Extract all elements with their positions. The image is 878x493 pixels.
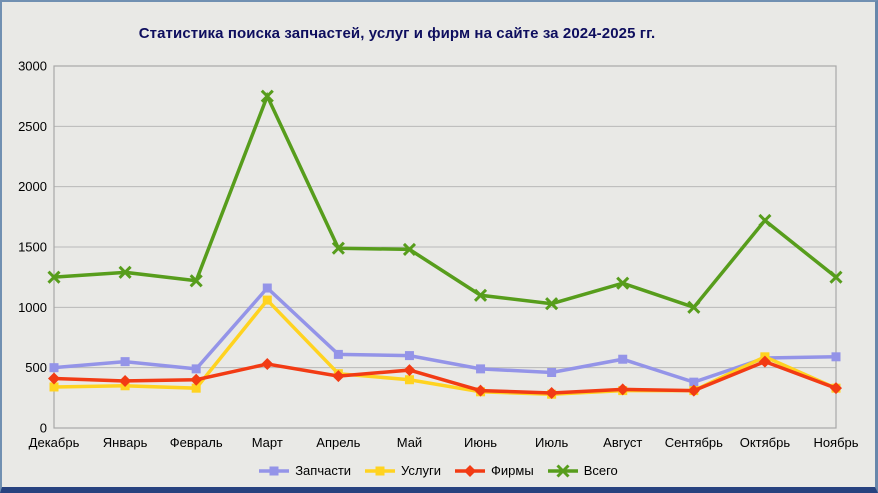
data-point-diamond	[616, 383, 629, 396]
legend-marker-icon	[455, 464, 486, 477]
data-point-x	[118, 265, 132, 279]
data-point-square	[262, 283, 272, 293]
y-axis-tick-label: 3000	[18, 59, 47, 74]
chart-legend: Запчасти Услуги Фирмы Всего	[2, 463, 874, 478]
x-axis-tick-label: Июнь	[464, 435, 497, 450]
data-point-square	[476, 364, 486, 374]
x-axis-tick-label: Май	[397, 435, 422, 450]
data-point-square	[191, 383, 201, 393]
data-point-square	[120, 357, 130, 367]
series-line-Фирмы	[53, 359, 837, 395]
data-point-square	[618, 354, 628, 364]
legend-label: Фирмы	[491, 463, 534, 478]
data-point-diamond	[119, 374, 132, 387]
data-point-diamond	[474, 384, 487, 397]
data-point-diamond	[403, 364, 416, 377]
y-axis-tick-label: 0	[40, 421, 47, 436]
legend-item-Запчасти: Запчасти	[258, 463, 351, 478]
chart-title: Статистика поиска запчастей, услуг и фир…	[138, 25, 656, 42]
legend-marker-icon	[259, 466, 290, 475]
data-point-x	[189, 274, 203, 288]
data-point-square	[689, 377, 699, 387]
data-point-x	[47, 270, 61, 284]
y-axis-tick-label: 2500	[18, 119, 47, 134]
data-point-x	[556, 463, 570, 478]
y-axis-tick-label: 2000	[18, 179, 47, 194]
legend-marker-icon	[365, 466, 396, 475]
data-point-square	[191, 364, 201, 374]
legend-item-Всего: Всего	[547, 463, 618, 478]
data-point-diamond	[190, 373, 203, 386]
data-point-x	[758, 213, 772, 228]
legend-item-Услуги: Услуги	[364, 463, 441, 478]
data-point-x	[545, 297, 559, 311]
legend-marker-icon	[547, 463, 578, 478]
x-axis-tick-label: Апрель	[316, 435, 360, 450]
data-point-diamond	[48, 372, 60, 385]
data-point-x	[331, 241, 345, 255]
y-axis-tick-label: 1500	[18, 240, 47, 255]
x-axis-tick-label: Февраль	[170, 435, 223, 450]
legend-label: Услуги	[401, 463, 442, 478]
data-point-x	[616, 276, 630, 290]
x-axis-tick-label: Ноябрь	[813, 435, 858, 450]
data-point-square	[404, 351, 414, 361]
y-axis-tick-label: 500	[25, 360, 47, 375]
x-axis-tick-label: Сентябрь	[665, 435, 723, 450]
x-axis-tick-label: Март	[252, 435, 283, 450]
data-point-x	[260, 89, 274, 103]
data-point-x	[473, 288, 488, 302]
series-line-Всего	[53, 91, 838, 310]
x-axis-tick-label: Январь	[103, 435, 148, 450]
data-point-square	[404, 375, 414, 385]
data-point-diamond	[332, 370, 345, 383]
x-axis-tick-label: Декабрь	[29, 435, 80, 450]
data-point-diamond	[758, 355, 771, 368]
data-point-square	[831, 352, 841, 362]
series-line-Запчасти	[53, 285, 837, 384]
data-point-square	[375, 466, 385, 475]
data-point-diamond	[464, 464, 477, 477]
legend-item-Фирмы: Фирмы	[454, 463, 534, 478]
x-axis-tick-label: Август	[603, 435, 642, 450]
y-axis-tick-label: 1000	[18, 300, 47, 315]
legend-label: Запчасти	[295, 463, 352, 478]
data-point-square	[262, 295, 272, 305]
data-point-square	[49, 363, 59, 373]
data-point-diamond	[830, 382, 842, 395]
data-point-square	[547, 367, 557, 377]
data-point-square	[49, 382, 59, 392]
data-point-square	[333, 349, 343, 359]
data-point-diamond	[545, 387, 558, 400]
data-point-x	[829, 270, 843, 284]
data-point-x	[687, 300, 701, 314]
line-chart-plot: 0 500 1000 1500 2000 2500 3000 Декабрь Январь Фев…	[18, 59, 859, 451]
legend-label: Всего	[583, 463, 618, 478]
plot-border	[53, 65, 837, 429]
data-point-x	[402, 242, 417, 256]
x-axis-tick-label: Июль	[535, 435, 568, 450]
data-point-square	[269, 466, 279, 475]
x-axis-tick-label: Октябрь	[740, 435, 791, 450]
data-point-diamond	[687, 384, 700, 397]
data-point-diamond	[261, 358, 274, 371]
